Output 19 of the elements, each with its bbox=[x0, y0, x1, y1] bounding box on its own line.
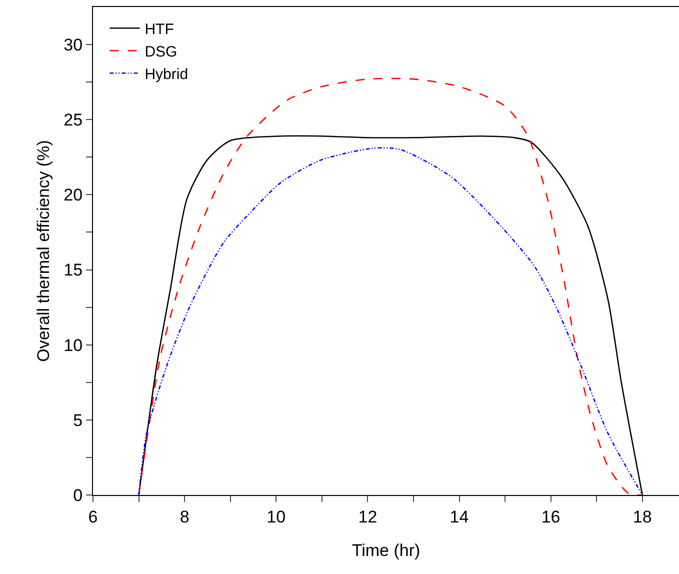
legend-label: HTF bbox=[144, 20, 174, 38]
x-tick-label: 18 bbox=[632, 507, 652, 526]
y-tick-label: 25 bbox=[64, 110, 83, 130]
x-tick-label: 16 bbox=[541, 507, 560, 526]
x-tick-label: 8 bbox=[180, 507, 190, 526]
x-tick-label: 12 bbox=[358, 507, 378, 526]
y-tick-label: 5 bbox=[73, 410, 83, 430]
y-tick-label: 30 bbox=[64, 35, 83, 54]
y-axis-title: Overall thermal efficiency (%) bbox=[34, 140, 53, 362]
x-axis-title: Time (hr) bbox=[352, 541, 420, 560]
x-tick-label: 6 bbox=[88, 507, 98, 526]
x-tick-label: 10 bbox=[266, 507, 286, 526]
y-tick-label: 15 bbox=[64, 260, 83, 280]
x-tick-label: 14 bbox=[450, 507, 469, 526]
y-tick-label: 0 bbox=[73, 486, 83, 505]
y-tick-label: 10 bbox=[64, 336, 83, 355]
legend-label: DSG bbox=[144, 43, 178, 60]
legend-label: Hybrid bbox=[144, 66, 188, 83]
y-tick-label: 20 bbox=[64, 186, 83, 205]
